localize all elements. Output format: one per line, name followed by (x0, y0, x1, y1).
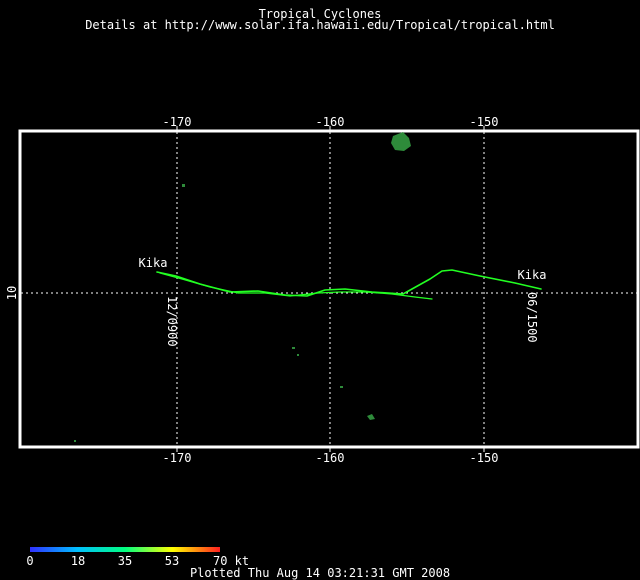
map-frame (18, 129, 640, 449)
islet (297, 354, 299, 356)
map-title: Tropical Cyclones (258, 7, 382, 21)
storm-name-start: Kika (139, 256, 168, 270)
islet (367, 414, 375, 420)
plotted-timestamp: Plotted Thu Aug 14 03:21:31 GMT 2008 (189, 566, 451, 580)
lon-label-bottom-170: -170 (163, 451, 192, 465)
storm-name-end: Kika (518, 268, 547, 282)
legend-label-53: 53 (165, 554, 179, 568)
lon-label-top-160: -160 (316, 115, 345, 129)
storm-track-kika (156, 269, 542, 300)
islet (182, 184, 185, 187)
legend-label-18: 18 (71, 554, 85, 568)
ticks (176, 126, 485, 452)
storm-end-time: 06/1500 (525, 292, 539, 343)
wind-color-bar (30, 547, 220, 552)
islet (292, 347, 295, 349)
details-url: Details at http://www.solar.ifa.hawaii.e… (85, 18, 555, 32)
lon-label-top-170: -170 (163, 115, 192, 129)
hawaii-big-island (391, 132, 411, 151)
legend-label-70: 70 kt (213, 554, 249, 568)
lon-label-bottom-160: -160 (316, 451, 345, 465)
lat-label-10: 10 (5, 286, 19, 300)
lon-label-bottom-150: -150 (470, 451, 499, 465)
storm-start-time: 12/0900 (165, 296, 179, 347)
lon-label-top-150: -150 (470, 115, 499, 129)
islet (74, 440, 76, 442)
legend-label-35: 35 (118, 554, 132, 568)
islet (340, 386, 343, 388)
legend-label-0: 0 (26, 554, 33, 568)
islands (74, 132, 411, 442)
